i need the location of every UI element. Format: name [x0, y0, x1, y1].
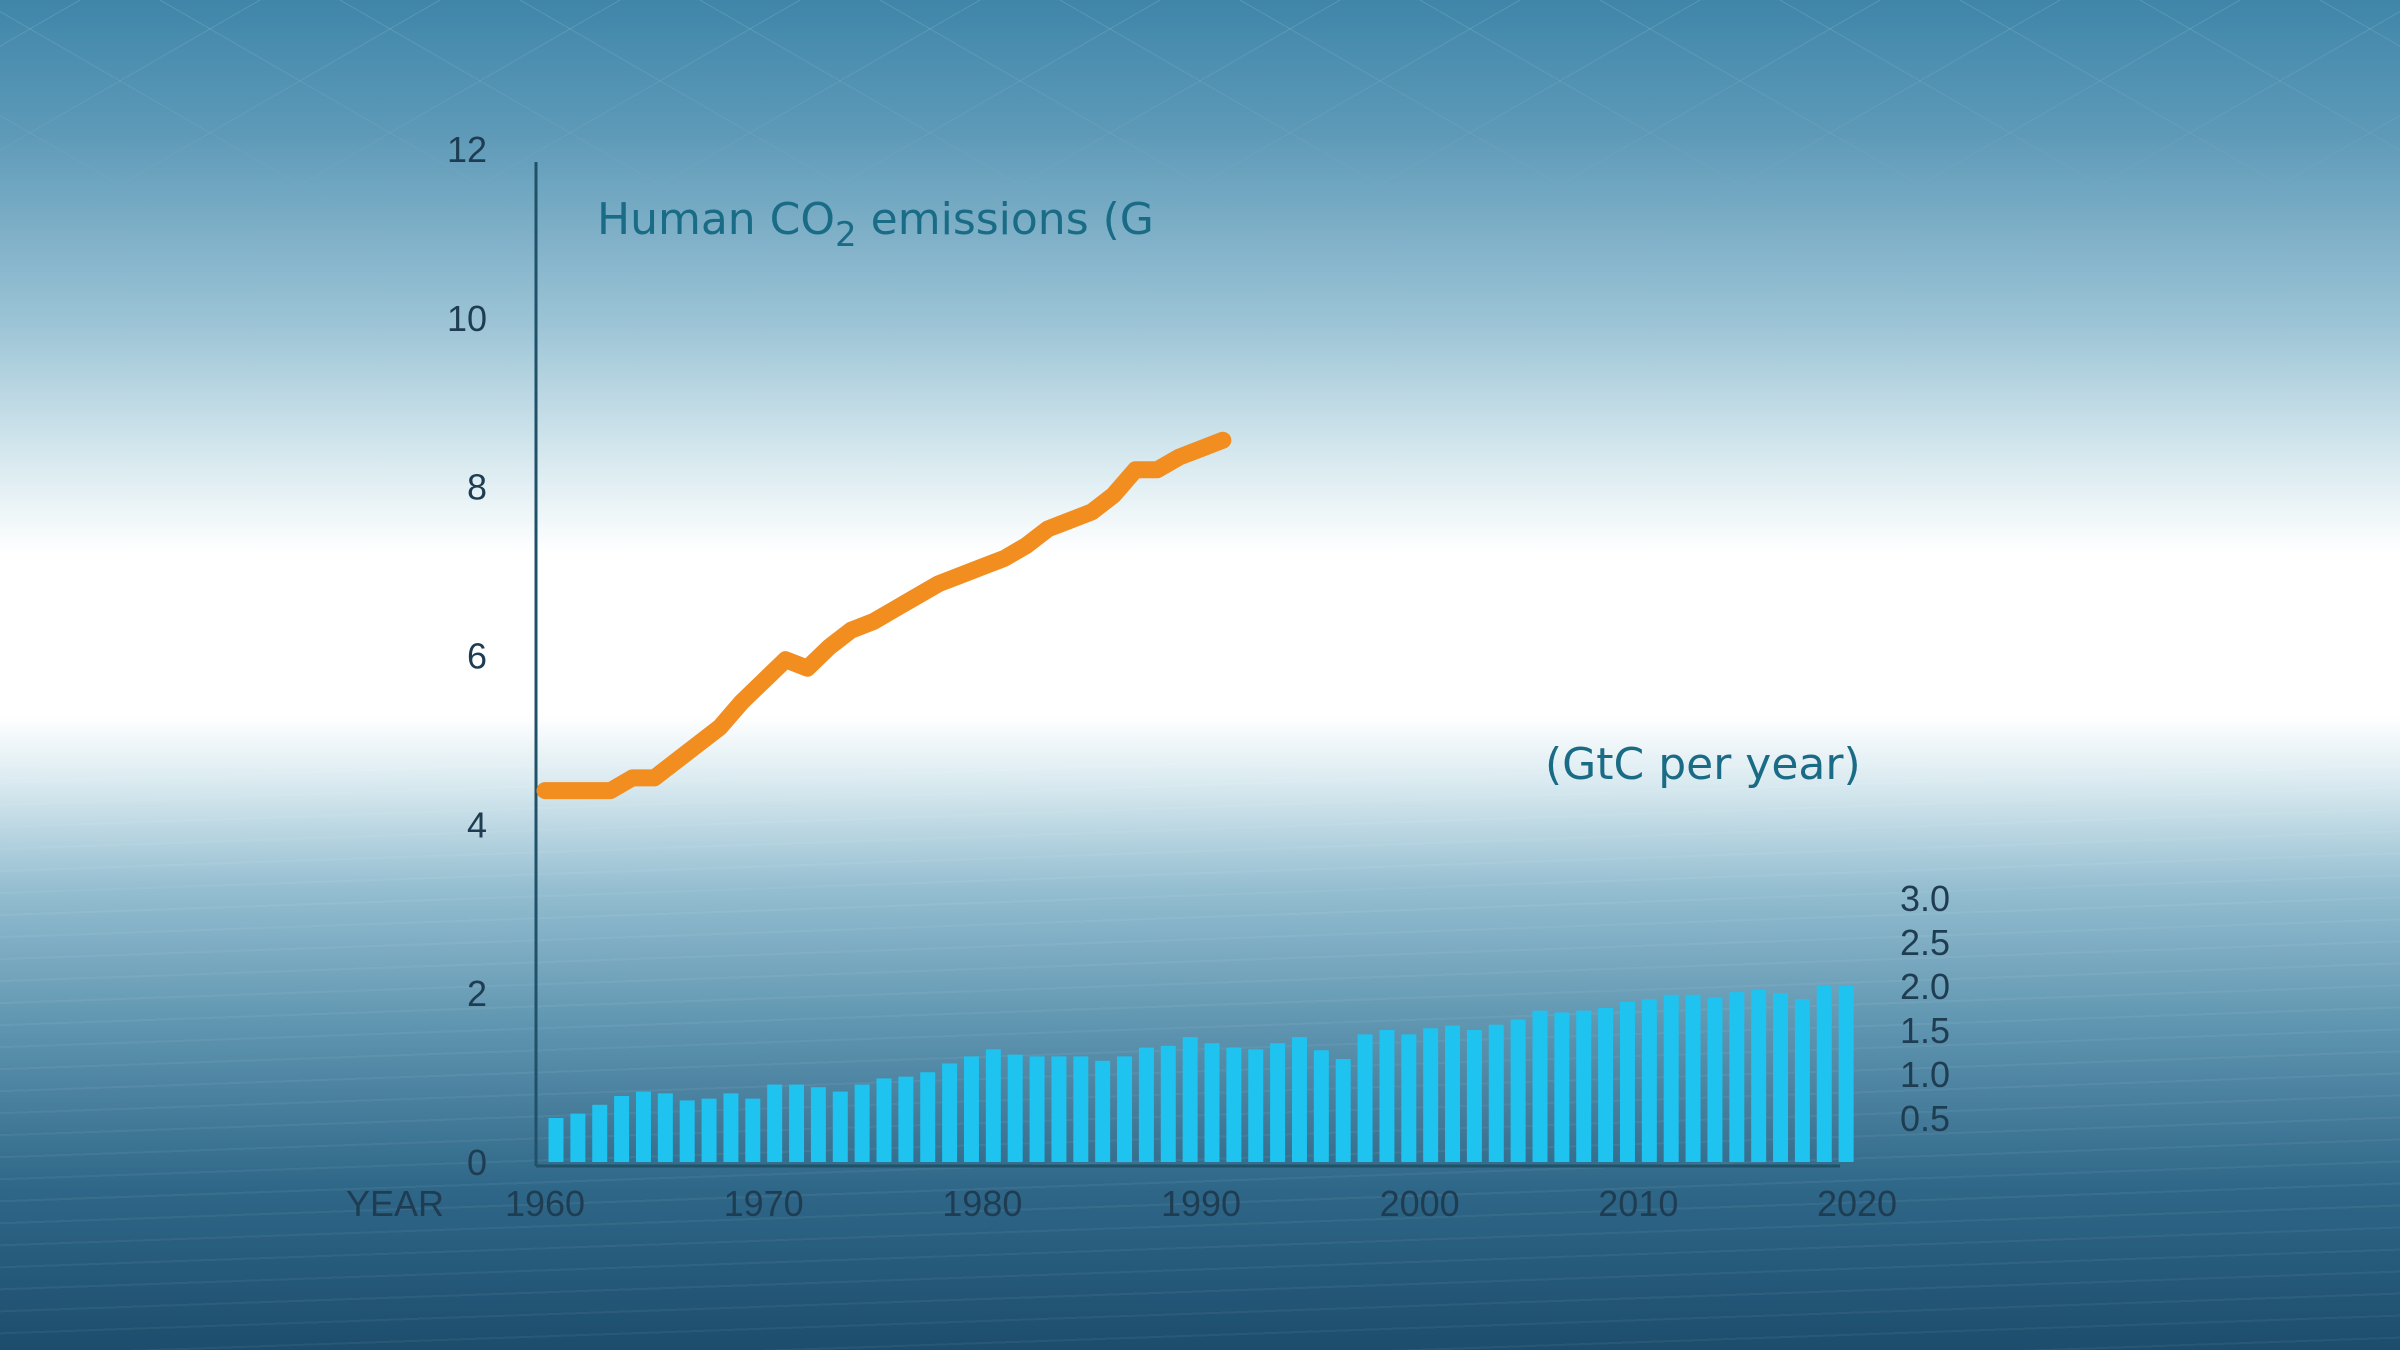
bar — [1313, 1050, 1329, 1162]
x-tick-label: 1970 — [724, 1183, 804, 1224]
bar — [1401, 1034, 1417, 1162]
bar-series — [548, 986, 1854, 1162]
x-tick-label: 2000 — [1380, 1183, 1460, 1224]
right-y-tick-label: 0.5 — [1900, 1098, 1950, 1139]
right-y-tick-label: 2.5 — [1900, 922, 1950, 963]
bar — [1773, 993, 1789, 1162]
chart-title-main: Human CO — [597, 194, 835, 245]
bar — [1291, 1037, 1307, 1162]
bar — [1685, 994, 1701, 1162]
bar — [570, 1113, 586, 1162]
bar — [1095, 1060, 1111, 1162]
bar — [1598, 1008, 1614, 1162]
bar — [1423, 1028, 1439, 1162]
bar — [1182, 1037, 1198, 1162]
bar — [1619, 1001, 1635, 1162]
chart-title: Human CO2 emissions (G — [597, 194, 1154, 255]
bar — [1051, 1056, 1067, 1162]
bar — [723, 1093, 739, 1162]
bar — [1751, 989, 1767, 1162]
chart-title-subscript: 2 — [835, 215, 857, 255]
bar — [1226, 1047, 1242, 1162]
right-y-tick-label: 2.0 — [1900, 966, 1950, 1007]
bar — [1379, 1030, 1395, 1162]
emissions-line — [536, 431, 1232, 800]
y-tick-label: 0 — [467, 1142, 487, 1183]
bar — [1510, 1019, 1526, 1162]
bar — [1794, 999, 1810, 1162]
bar — [1488, 1024, 1504, 1162]
bar — [1532, 1010, 1548, 1162]
bar — [1270, 1043, 1286, 1162]
bar — [810, 1087, 826, 1162]
x-axis-label: YEAR — [346, 1183, 444, 1224]
bar — [876, 1078, 892, 1162]
bar — [679, 1100, 695, 1162]
bar — [1641, 999, 1657, 1162]
x-tick-label: 1960 — [505, 1183, 585, 1224]
bar — [1554, 1012, 1570, 1162]
y-tick-label: 8 — [467, 467, 487, 508]
bar — [1117, 1056, 1133, 1162]
y-tick-label: 10 — [447, 298, 487, 339]
bar — [745, 1098, 761, 1162]
chart-title-rest: emissions (G — [857, 194, 1154, 245]
bar — [832, 1091, 848, 1162]
bar — [963, 1056, 979, 1162]
x-tick-label: 1980 — [942, 1183, 1022, 1224]
bar — [1138, 1047, 1154, 1162]
bar — [1204, 1043, 1220, 1162]
bar — [548, 1118, 564, 1162]
x-tick-label: 2020 — [1817, 1183, 1897, 1224]
bar — [1729, 992, 1745, 1162]
x-axis-ticks: 1960 1970 1980 1990 2000 2010 2020 — [505, 1183, 1897, 1224]
bar — [1029, 1056, 1045, 1162]
bar — [1357, 1034, 1373, 1162]
x-tick-label: 2010 — [1598, 1183, 1678, 1224]
bar — [1335, 1059, 1351, 1162]
bar — [657, 1093, 673, 1162]
y-tick-label: 6 — [467, 636, 487, 677]
bar — [1663, 994, 1679, 1162]
bar — [1007, 1054, 1023, 1162]
bar — [592, 1104, 608, 1162]
bar — [1707, 997, 1723, 1162]
right-y-tick-label: 1.5 — [1900, 1010, 1950, 1051]
right-y-tick-label: 3.0 — [1900, 878, 1950, 919]
bar — [1160, 1045, 1176, 1162]
bar — [767, 1084, 783, 1162]
bar — [1466, 1030, 1482, 1162]
bar — [898, 1076, 914, 1162]
bar — [635, 1091, 651, 1162]
right-axis-ticks: 0.51.01.52.02.53.0 — [1900, 878, 1950, 1139]
bar — [1816, 986, 1832, 1162]
left-axis-ticks: 0 2 4 6 8 10 12 — [447, 129, 487, 1183]
bar — [854, 1084, 870, 1162]
right-axis-title: (GtC per year) — [1545, 739, 1861, 790]
bar — [1445, 1025, 1461, 1162]
y-tick-label: 4 — [467, 804, 487, 845]
bar — [985, 1049, 1001, 1162]
bar — [1576, 1010, 1592, 1162]
bar — [789, 1084, 805, 1162]
x-tick-label: 1990 — [1161, 1183, 1241, 1224]
bar — [920, 1072, 936, 1162]
bar — [614, 1096, 630, 1162]
bar — [701, 1098, 717, 1162]
bar — [1248, 1049, 1264, 1162]
bar — [942, 1063, 958, 1162]
y-tick-label: 12 — [447, 129, 487, 170]
bar — [1073, 1056, 1089, 1162]
right-y-tick-label: 1.0 — [1900, 1054, 1950, 1095]
bar — [1838, 986, 1854, 1162]
y-tick-label: 2 — [467, 973, 487, 1014]
